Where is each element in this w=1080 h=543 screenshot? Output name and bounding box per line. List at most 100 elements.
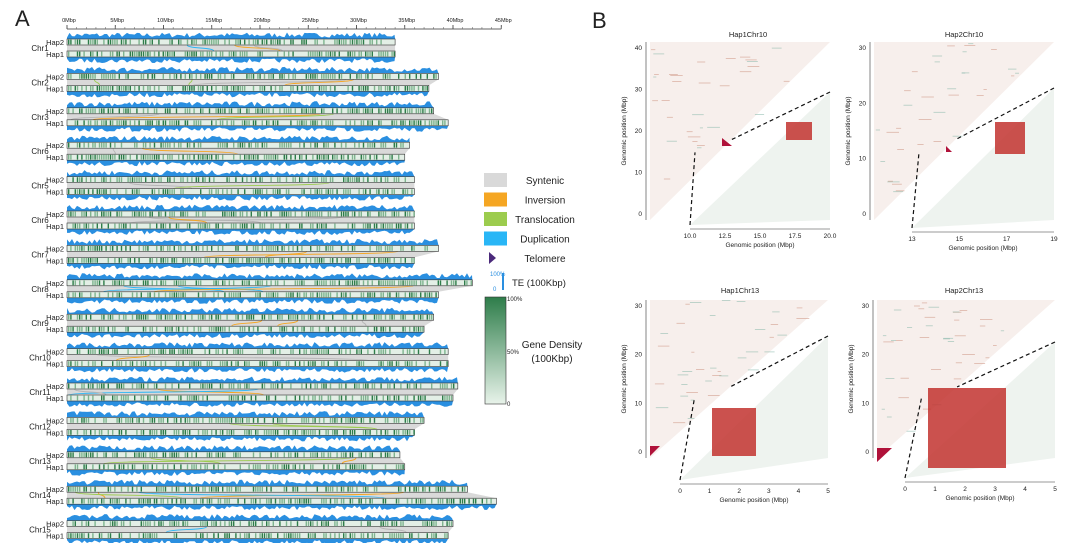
gene-density-stripe — [365, 486, 367, 492]
gene-density-stripe — [114, 223, 116, 229]
gene-density-stripe — [329, 246, 332, 251]
gene-density-stripe — [215, 418, 217, 423]
gene-density-stripe — [81, 74, 83, 79]
gene-density-stripe — [195, 498, 197, 504]
gene-density-stripe — [224, 211, 226, 217]
gene-density-stripe — [222, 51, 224, 57]
gene-density-stripe — [448, 395, 450, 401]
gene-density-stripe — [189, 154, 191, 160]
gene-density-stripe — [345, 361, 347, 366]
gene-density-stripe — [314, 533, 316, 538]
gene-density-stripe — [409, 383, 411, 389]
gene-density-stripe — [237, 86, 239, 91]
gene-density-stripe — [92, 51, 94, 57]
gene-density-stripe — [428, 314, 431, 320]
gene-density-stripe — [439, 361, 442, 366]
gene-density-stripe — [345, 189, 347, 194]
gene-density-stripe — [202, 383, 204, 389]
gene-density-stripe — [323, 349, 325, 354]
gene-density-stripe — [400, 280, 402, 286]
gene-density-stripe — [175, 258, 178, 263]
gene-density-stripe — [340, 395, 343, 401]
gene-density-stripe — [290, 120, 292, 126]
gene-density-stripe — [334, 430, 336, 435]
gene-density-stripe — [395, 521, 398, 526]
gene-density-stripe — [373, 395, 376, 401]
gene-density-stripe — [437, 486, 439, 492]
gene-density-stripe — [90, 211, 92, 217]
gene-density-stripe — [332, 246, 334, 251]
gene-density-stripe — [94, 486, 96, 492]
gene-density-stripe — [94, 292, 96, 298]
gene-density-stripe — [116, 211, 118, 217]
gene-density-stripe — [360, 211, 362, 217]
gene-density-stripe — [81, 521, 83, 526]
gene-density-stripe — [112, 452, 114, 458]
gene-density-stripe — [338, 533, 340, 538]
gene-density-stripe — [90, 314, 92, 320]
gene-density-stripe — [120, 464, 123, 470]
gene-density-stripe — [307, 395, 310, 401]
y-tick-label: 10 — [635, 170, 643, 177]
gene-density-stripe — [376, 154, 378, 160]
gene-density-stripe — [259, 86, 261, 91]
gene-density-stripe — [259, 533, 261, 538]
gene-density-stripe — [81, 498, 83, 504]
gene-density-stripe — [83, 246, 85, 251]
gene-density-stripe — [103, 39, 105, 45]
gene-density-stripe — [303, 326, 305, 332]
contact-signal — [687, 418, 695, 419]
gene-density-stripe — [90, 452, 92, 458]
gene-density-stripe — [373, 314, 376, 320]
gene-density-stripe — [103, 349, 105, 354]
gene-density-stripe — [347, 418, 349, 423]
gene-density-stripe — [371, 395, 373, 401]
gene-density-stripe — [343, 314, 345, 320]
gene-density-stripe — [327, 430, 329, 435]
gene-density-stripe — [404, 418, 406, 423]
gene-density-stripe — [129, 258, 131, 263]
gene-density-stripe — [153, 74, 156, 79]
gene-density-stripe — [202, 211, 204, 217]
gene-density-stripe — [118, 383, 120, 389]
gene-density-stripe — [230, 395, 233, 401]
gene-density-stripe — [428, 521, 431, 526]
gene-density-stripe — [261, 142, 263, 148]
gene-density-stripe — [107, 349, 109, 354]
gene-density-stripe — [259, 464, 261, 470]
hap2-label: Hap2 — [46, 72, 64, 81]
gene-density-stripe — [107, 486, 109, 492]
gene-density-stripe — [237, 383, 239, 389]
contact-signal — [980, 319, 993, 320]
gene-density-stripe — [235, 292, 237, 298]
gene-density-stripe — [114, 349, 116, 354]
gene-density-stripe — [182, 280, 184, 286]
gene-density-stripe — [87, 361, 90, 366]
gene-density-stripe — [118, 120, 120, 126]
contact-signal — [911, 71, 918, 73]
gene-density-stripe — [391, 533, 393, 538]
gene-density-stripe — [380, 39, 382, 45]
gene-density-stripe — [235, 246, 237, 251]
gene-density-stripe — [98, 533, 101, 538]
gene-density-stripe — [206, 533, 208, 538]
gene-density-stripe — [116, 39, 118, 45]
gene-density-stripe — [162, 452, 164, 458]
gene-density-stripe — [340, 361, 343, 366]
gene-density-stripe — [314, 51, 316, 57]
gene-density-stripe — [252, 120, 255, 126]
gene-density-stripe — [285, 211, 288, 217]
gene-density-stripe — [169, 142, 171, 148]
gene-density-stripe — [261, 51, 263, 57]
gene-density-stripe — [118, 292, 120, 298]
gene-density-stripe — [303, 314, 305, 320]
gene-density-stripe — [382, 189, 384, 194]
gene-density-stripe — [200, 51, 202, 57]
gene-density-stripe — [83, 430, 85, 435]
gene-density-stripe — [114, 258, 116, 263]
gene-density-stripe — [261, 361, 263, 366]
gene-density-stripe — [272, 383, 274, 389]
gene-density-stripe — [340, 326, 343, 332]
